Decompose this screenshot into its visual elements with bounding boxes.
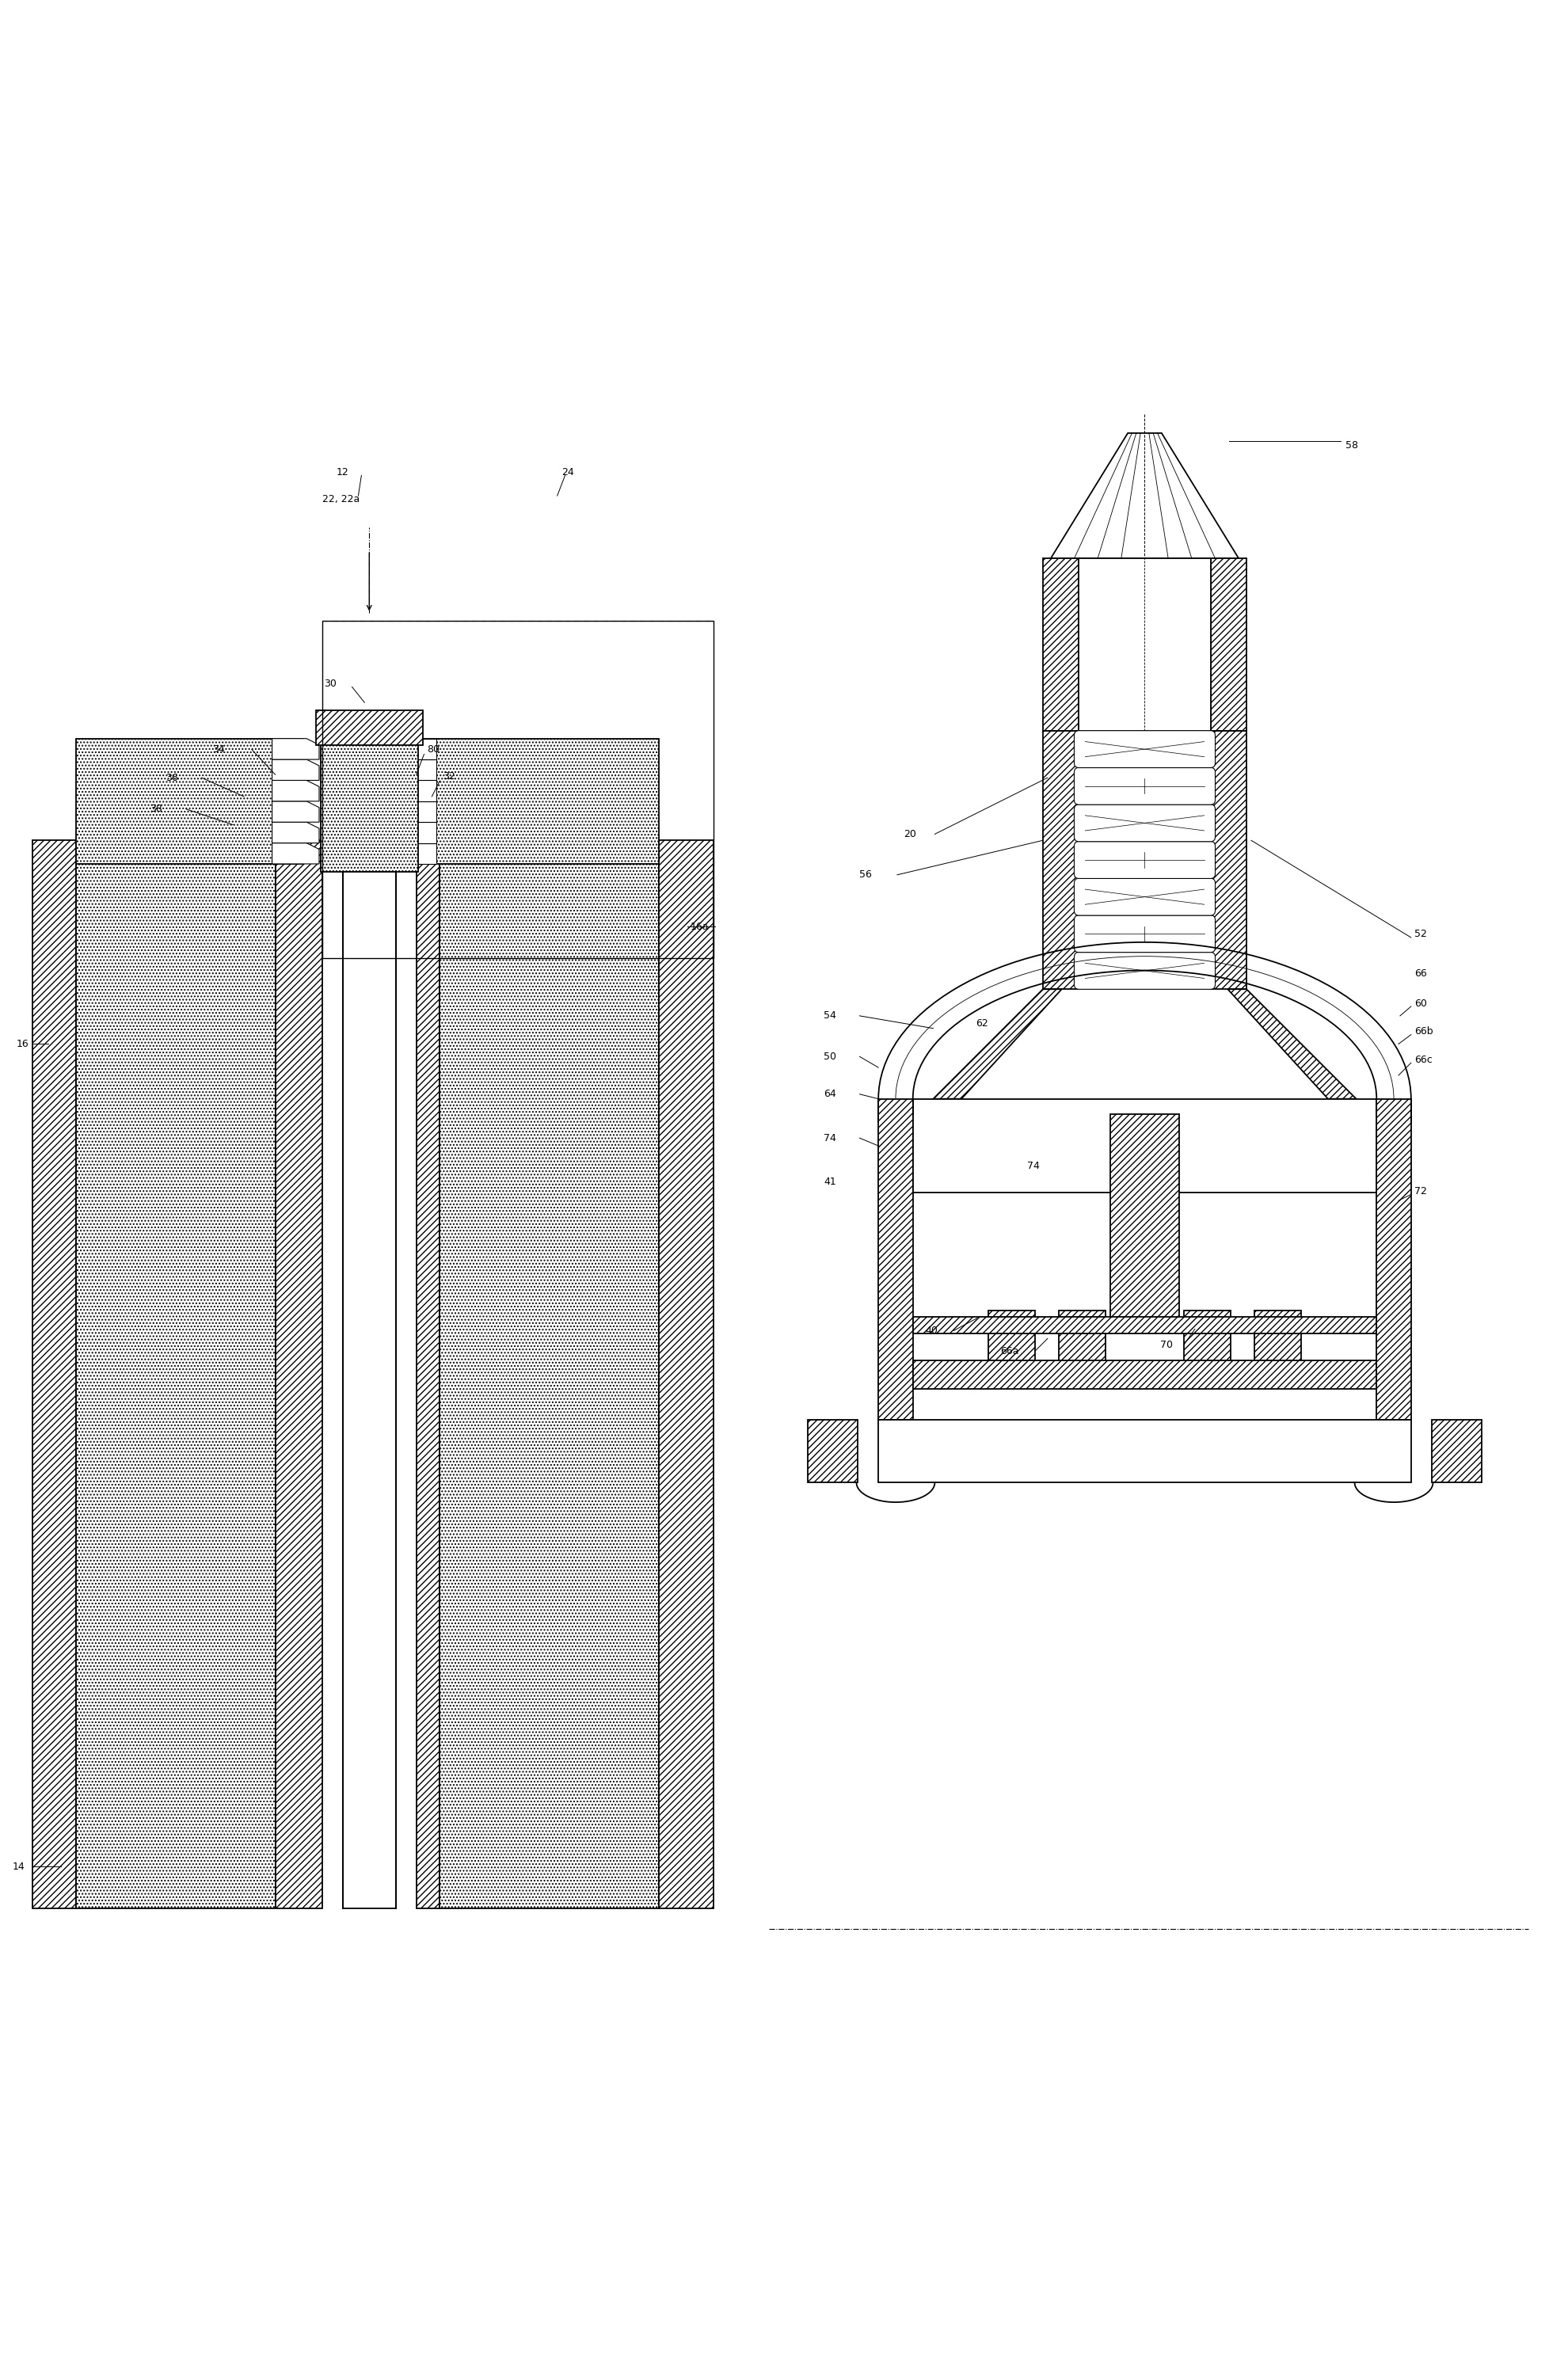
Bar: [1043, 559, 1079, 730]
Bar: [1079, 559, 1210, 730]
Polygon shape: [271, 801, 318, 822]
Text: 66a: 66a: [1000, 1346, 1019, 1356]
Text: 14: 14: [13, 1860, 25, 1872]
Bar: [808, 1420, 858, 1484]
Text: 41: 41: [823, 1178, 836, 1187]
Text: 66c: 66c: [1413, 1055, 1432, 1064]
Text: 66: 66: [1413, 969, 1425, 979]
Bar: [878, 1420, 1410, 1484]
Bar: [1210, 730, 1247, 988]
Text: 74: 74: [1027, 1161, 1040, 1171]
Bar: [77, 841, 274, 1908]
Polygon shape: [933, 988, 1062, 1100]
Text: 40: 40: [925, 1325, 938, 1337]
FancyBboxPatch shape: [1074, 730, 1215, 768]
Bar: [913, 1100, 1375, 1192]
Text: 16a: 16a: [690, 922, 709, 931]
Text: 80: 80: [426, 744, 439, 754]
Bar: [439, 841, 659, 1908]
Bar: [659, 841, 713, 1908]
Bar: [1375, 1100, 1410, 1420]
Text: 62: 62: [975, 1019, 988, 1029]
FancyBboxPatch shape: [1074, 768, 1215, 806]
Polygon shape: [392, 801, 436, 822]
Text: 34: 34: [213, 744, 224, 754]
Bar: [416, 841, 439, 1908]
Text: 50: 50: [823, 1052, 836, 1062]
Bar: [274, 841, 321, 1908]
Text: 24: 24: [561, 467, 574, 476]
Bar: [988, 1311, 1035, 1382]
Text: 72: 72: [1413, 1185, 1425, 1197]
Text: 36: 36: [166, 773, 179, 782]
Bar: [321, 621, 713, 957]
Polygon shape: [271, 844, 318, 865]
Polygon shape: [392, 739, 436, 758]
Text: 32: 32: [442, 770, 455, 782]
Polygon shape: [271, 822, 318, 844]
Polygon shape: [1051, 434, 1239, 559]
Text: 52: 52: [1413, 929, 1425, 939]
Polygon shape: [392, 758, 436, 780]
Text: 54: 54: [823, 1010, 836, 1021]
Bar: [320, 725, 417, 872]
Polygon shape: [271, 739, 318, 758]
FancyBboxPatch shape: [1074, 879, 1215, 915]
Bar: [1430, 1420, 1480, 1484]
Text: 38: 38: [151, 803, 163, 815]
Bar: [411, 739, 659, 865]
FancyBboxPatch shape: [1074, 953, 1215, 988]
Polygon shape: [1228, 988, 1355, 1100]
Bar: [1058, 1311, 1105, 1382]
Bar: [878, 1100, 913, 1420]
Text: 64: 64: [823, 1088, 836, 1100]
Text: 56: 56: [859, 870, 872, 879]
Bar: [342, 872, 395, 1908]
Bar: [913, 1360, 1375, 1389]
Polygon shape: [271, 780, 318, 801]
Polygon shape: [392, 822, 436, 844]
Bar: [1254, 1311, 1301, 1382]
Text: 70: 70: [1160, 1339, 1173, 1351]
Text: 58: 58: [1344, 441, 1358, 450]
Bar: [77, 739, 303, 865]
Bar: [1043, 730, 1079, 988]
Text: 30: 30: [323, 678, 336, 690]
Text: 66b: 66b: [1413, 1026, 1432, 1036]
Polygon shape: [392, 844, 436, 865]
FancyBboxPatch shape: [1074, 915, 1215, 953]
Polygon shape: [271, 758, 318, 780]
Bar: [1184, 1311, 1231, 1382]
Bar: [315, 711, 422, 744]
Bar: [33, 841, 77, 1908]
Text: 74: 74: [823, 1133, 836, 1142]
Polygon shape: [392, 780, 436, 801]
FancyBboxPatch shape: [1074, 803, 1215, 841]
FancyBboxPatch shape: [1074, 841, 1215, 879]
Bar: [913, 1318, 1375, 1334]
Text: 22, 22a: 22, 22a: [321, 493, 359, 505]
Text: 60: 60: [1413, 998, 1425, 1010]
Text: 20: 20: [903, 829, 916, 839]
Text: 16: 16: [17, 1038, 30, 1050]
Bar: [1210, 559, 1247, 730]
Bar: [1110, 1114, 1179, 1318]
Text: 12: 12: [336, 467, 348, 476]
